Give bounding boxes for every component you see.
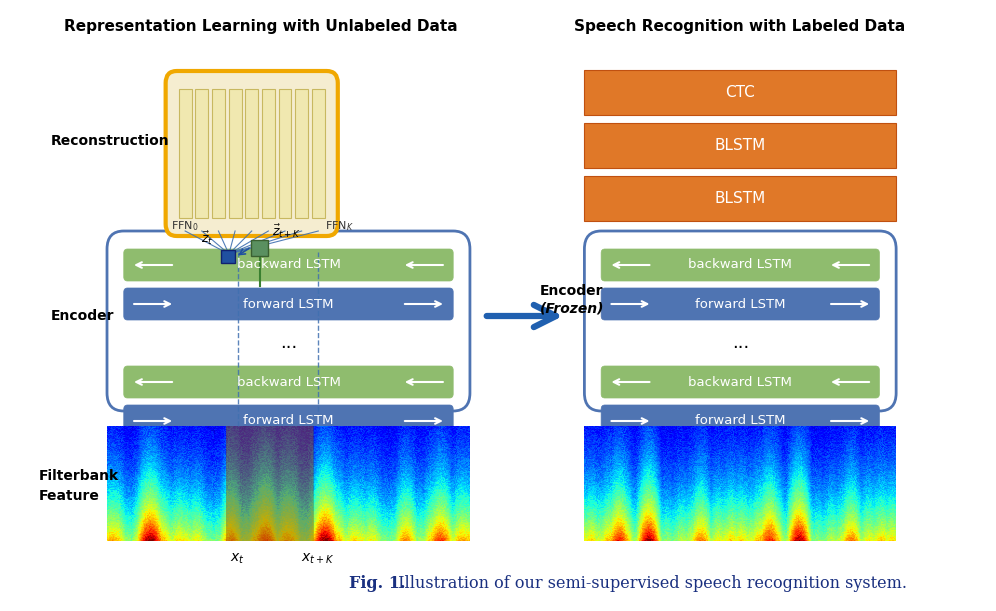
Bar: [195, 89, 208, 218]
Bar: [178, 89, 191, 218]
Text: (Frozen): (Frozen): [540, 302, 605, 316]
FancyBboxPatch shape: [602, 405, 879, 437]
Bar: [295, 89, 308, 218]
Text: forward LSTM: forward LSTM: [243, 298, 334, 310]
Bar: [229, 89, 242, 218]
FancyBboxPatch shape: [124, 366, 453, 398]
Text: Encoder: Encoder: [540, 284, 604, 298]
Bar: [262, 89, 275, 218]
Bar: [251, 240, 268, 256]
Text: forward LSTM: forward LSTM: [243, 414, 334, 428]
FancyBboxPatch shape: [107, 231, 470, 411]
Text: backward LSTM: backward LSTM: [688, 258, 792, 271]
FancyBboxPatch shape: [602, 288, 879, 320]
Text: Reconstruction: Reconstruction: [51, 134, 169, 148]
Text: Representation Learning with Unlabeled Data: Representation Learning with Unlabeled D…: [64, 18, 457, 34]
FancyBboxPatch shape: [124, 405, 453, 437]
Bar: [585, 70, 896, 115]
Text: $x_t$: $x_t$: [230, 552, 245, 566]
Text: FFN$_0$: FFN$_0$: [171, 219, 199, 233]
Bar: [212, 89, 225, 218]
Text: Encoder: Encoder: [51, 309, 115, 323]
Text: backward LSTM: backward LSTM: [236, 376, 341, 389]
Text: forward LSTM: forward LSTM: [695, 298, 786, 310]
Text: CTC: CTC: [725, 85, 755, 100]
Bar: [585, 176, 896, 221]
Text: FFN$_K$: FFN$_K$: [325, 219, 354, 233]
Text: $x_{t+K}$: $x_{t+K}$: [301, 552, 335, 566]
Text: BLSTM: BLSTM: [715, 191, 766, 206]
Text: backward LSTM: backward LSTM: [688, 376, 792, 389]
Text: Fig. 1.: Fig. 1.: [349, 574, 405, 591]
Text: Speech Recognition with Labeled Data: Speech Recognition with Labeled Data: [574, 18, 905, 34]
Bar: [221, 250, 235, 263]
Text: $\vec{z}_{t+K}$: $\vec{z}_{t+K}$: [272, 222, 301, 240]
Text: $\vec{z}_t$: $\vec{z}_t$: [201, 229, 214, 247]
Text: BLSTM: BLSTM: [715, 138, 766, 153]
Text: Illustration of our semi-supervised speech recognition system.: Illustration of our semi-supervised spee…: [392, 574, 906, 591]
FancyBboxPatch shape: [124, 288, 453, 320]
Text: forward LSTM: forward LSTM: [695, 414, 786, 428]
Bar: [312, 89, 325, 218]
Bar: [585, 123, 896, 168]
Text: ...: ...: [732, 334, 749, 352]
Bar: [245, 89, 258, 218]
Text: backward LSTM: backward LSTM: [236, 258, 341, 271]
Bar: [279, 89, 292, 218]
FancyBboxPatch shape: [165, 71, 338, 236]
FancyBboxPatch shape: [124, 249, 453, 281]
FancyBboxPatch shape: [602, 249, 879, 281]
FancyBboxPatch shape: [602, 366, 879, 398]
FancyBboxPatch shape: [585, 231, 896, 411]
Text: Filterbank
Feature: Filterbank Feature: [39, 469, 120, 503]
Text: ...: ...: [280, 334, 297, 352]
